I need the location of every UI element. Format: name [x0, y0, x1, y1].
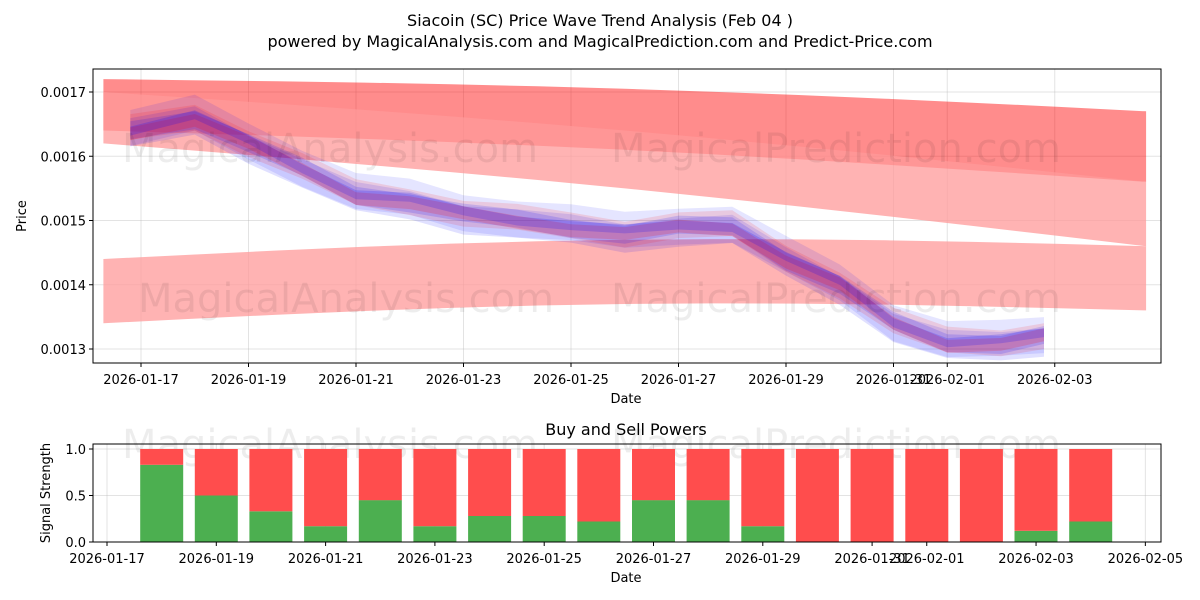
price-x-tick-label: 2026-02-03: [1017, 373, 1093, 388]
watermark-analysis-2: MagicalAnalysis.com: [138, 276, 554, 322]
signal-x-axis: 2026-01-17 2026-01-19 2026-01-21 2026-01-23…: [69, 542, 1183, 567]
signal-x-tick-label: 2026-01-19: [179, 552, 255, 567]
forecast-band: [103, 239, 1147, 324]
signal-x-tick-label: 2026-01-29: [725, 552, 801, 567]
signal-x-axis-label: Date: [610, 571, 641, 586]
price-x-tick-label: 2026-01-31: [856, 373, 932, 388]
price-wave: [130, 106, 1045, 361]
price-wave: [130, 114, 1045, 353]
sell-bar: [304, 449, 348, 527]
price-x-tick-label: 2026-01-27: [641, 373, 717, 388]
price-wave: [130, 104, 1045, 357]
sell-bar: [686, 449, 730, 501]
forecast-band: [103, 92, 1147, 247]
buy-bar: [632, 500, 675, 542]
sell-bar: [140, 449, 184, 465]
signal-y-tick-label: 0.0: [65, 536, 86, 551]
signal-plot-frame: [92, 443, 1162, 543]
watermark-prediction-1: MagicalPrediction.com: [611, 126, 1061, 172]
chart-subtitle: powered by MagicalAnalysis.com and Magic…: [267, 32, 932, 51]
price-x-axis: 2026-01-17 2026-01-19 2026-01-21 2026-01-23…: [103, 363, 1093, 388]
sell-bar: [358, 449, 402, 501]
signal-x-tick-label: 2026-02-03: [998, 552, 1074, 567]
sell-bar: [577, 449, 621, 522]
signal-y-tick-label: 1.0: [65, 443, 86, 458]
price-x-tick-label: 2026-02-01: [909, 373, 985, 388]
buy-bar: [249, 511, 293, 542]
buy-bar: [304, 526, 348, 542]
price-wave: [130, 111, 1045, 354]
price-y-tick-label: 0.0014: [41, 279, 87, 294]
signal-x-tick-label: 2026-01-23: [397, 552, 473, 567]
signal-y-tick-label: 0.5: [65, 490, 86, 505]
buy-bar: [522, 516, 566, 542]
price-plot: MagicalAnalysis.com MagicalPrediction.co…: [15, 68, 1162, 407]
buy-bar: [686, 500, 730, 542]
sell-bar: [741, 449, 785, 527]
sell-bar: [795, 449, 839, 542]
sell-bar: [1014, 449, 1058, 531]
price-x-tick-label: 2026-01-19: [211, 373, 287, 388]
price-x-tick-label: 2026-01-29: [748, 373, 824, 388]
buy-bar: [741, 526, 785, 542]
sell-bar: [632, 449, 675, 501]
price-y-axis: 0.0013 0.0014 0.0015 0.0016 0.0017: [41, 86, 93, 358]
sell-bar: [850, 449, 894, 542]
buy-bar: [358, 500, 402, 542]
signal-bars: [140, 449, 1113, 542]
price-y-axis-label: Price: [15, 200, 30, 232]
forecast-bands: [103, 79, 1147, 324]
price-y-tick-label: 0.0013: [41, 343, 87, 358]
signal-x-tick-label: 2026-01-31: [834, 552, 910, 567]
buy-bar: [577, 521, 621, 542]
buy-bar: [468, 516, 512, 542]
buy-bar: [194, 495, 238, 542]
signal-plot: Buy and Sell Powers MagicalAnalysis.com …: [39, 420, 1183, 586]
price-wave: [130, 110, 1045, 348]
sell-bar: [413, 449, 457, 527]
signal-x-tick-label: 2026-01-25: [506, 552, 582, 567]
sell-bar: [468, 449, 512, 516]
signal-x-tick-label: 2026-01-21: [288, 552, 364, 567]
buy-bar: [413, 526, 457, 542]
signal-y-axis-label: Signal Strength: [39, 443, 54, 543]
price-y-tick-label: 0.0017: [41, 86, 87, 101]
sell-bar: [522, 449, 566, 516]
sell-bar: [959, 449, 1003, 542]
sell-bar: [249, 449, 293, 512]
price-x-tick-label: 2026-01-17: [103, 373, 179, 388]
price-x-tick-label: 2026-01-25: [533, 373, 609, 388]
sell-bar: [905, 449, 949, 542]
price-y-tick-label: 0.0016: [41, 150, 87, 165]
sell-bar: [194, 449, 238, 496]
signal-x-tick-label: 2026-02-01: [889, 552, 965, 567]
price-x-tick-label: 2026-01-21: [318, 373, 394, 388]
signal-plot-title: Buy and Sell Powers: [545, 420, 707, 439]
price-x-axis-label: Date: [610, 392, 641, 407]
signal-x-tick-label: 2026-02-05: [1108, 552, 1184, 567]
buy-bar: [1014, 530, 1058, 542]
sell-bar: [1069, 449, 1113, 522]
watermark-analysis-1: MagicalAnalysis.com: [122, 126, 538, 172]
price-x-tick-label: 2026-01-23: [426, 373, 502, 388]
price-wave: [130, 94, 1045, 358]
signal-x-tick-label: 2026-01-27: [616, 552, 692, 567]
signal-x-tick-label: 2026-01-17: [69, 552, 145, 567]
watermark-prediction-2: MagicalPrediction.com: [611, 276, 1061, 322]
signal-y-axis: 0.0 0.5 1.0: [65, 443, 93, 551]
buy-bar: [1069, 521, 1113, 542]
chart-title: Siacoin (SC) Price Wave Trend Analysis (…: [407, 11, 793, 30]
price-y-tick-label: 0.0015: [41, 215, 87, 230]
buy-bar: [140, 464, 184, 542]
price-plot-frame: [92, 68, 1162, 364]
price-waves: [130, 94, 1045, 361]
